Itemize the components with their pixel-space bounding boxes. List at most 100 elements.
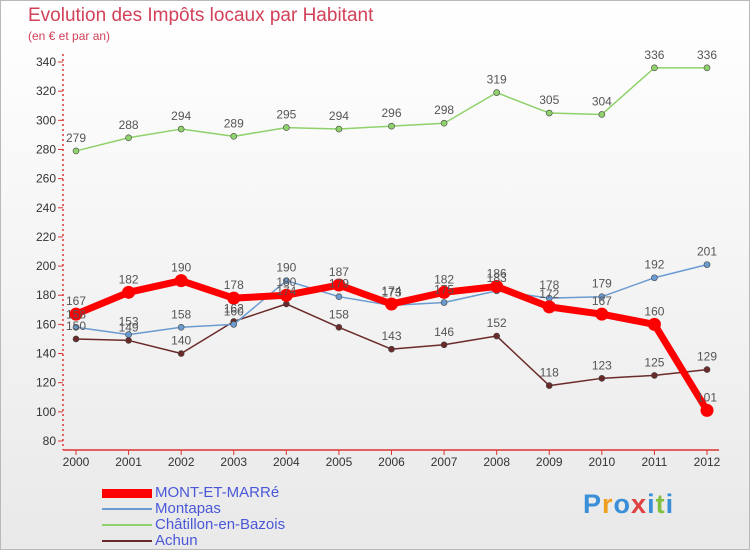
data-label: 158 xyxy=(329,307,349,321)
data-point xyxy=(125,331,132,338)
y-tick-label: 100 xyxy=(36,405,56,419)
data-point xyxy=(69,307,83,321)
data-point xyxy=(703,366,711,373)
data-label: 190 xyxy=(276,261,296,275)
data-label: 167 xyxy=(592,294,612,308)
logo-letter: i xyxy=(665,489,675,519)
data-point xyxy=(440,341,448,349)
data-point xyxy=(651,372,658,379)
data-label: 192 xyxy=(644,258,664,272)
legend-swatch xyxy=(102,485,152,501)
data-label: 158 xyxy=(66,307,86,321)
data-label: 201 xyxy=(697,245,717,259)
data-point xyxy=(388,122,395,130)
data-point xyxy=(651,274,658,282)
proxiti-logo: Proxiti xyxy=(583,489,674,520)
data-point xyxy=(647,317,661,331)
x-tick-label: 2008 xyxy=(483,455,510,469)
data-label: 179 xyxy=(592,277,612,291)
data-point xyxy=(177,323,185,331)
y-tick-label: 140 xyxy=(36,347,56,361)
data-point xyxy=(72,335,80,343)
y-tick-label: 220 xyxy=(36,230,56,244)
data-label: 182 xyxy=(434,272,454,286)
data-label: 294 xyxy=(171,109,191,123)
legend-label: Montapas xyxy=(155,500,221,517)
data-point xyxy=(279,288,293,302)
x-tick-label: 2006 xyxy=(378,455,405,469)
data-point xyxy=(335,293,343,300)
data-point xyxy=(72,147,80,155)
data-point xyxy=(703,261,711,268)
data-point xyxy=(545,382,553,389)
x-tick-label: 2003 xyxy=(220,455,247,469)
data-label: 149 xyxy=(119,320,139,334)
data-point xyxy=(385,297,398,311)
data-point xyxy=(230,321,238,328)
x-tick-label: 2010 xyxy=(588,455,615,469)
x-tick-label: 2001 xyxy=(115,455,142,469)
data-point xyxy=(437,285,451,299)
data-label: 162 xyxy=(224,301,244,315)
data-point xyxy=(177,350,185,357)
data-label: 174 xyxy=(381,284,401,298)
logo-letter: i xyxy=(647,489,656,519)
y-tick-label: 300 xyxy=(36,113,56,127)
data-point xyxy=(700,403,714,417)
y-tick-label: 160 xyxy=(36,317,56,331)
data-point xyxy=(388,345,395,353)
data-point xyxy=(598,293,606,300)
y-tick-label: 340 xyxy=(36,55,56,69)
data-label: 152 xyxy=(487,316,507,330)
y-tick-label: 280 xyxy=(36,142,56,156)
data-label: 298 xyxy=(434,103,454,117)
data-point xyxy=(595,307,609,321)
x-tick-label: 2012 xyxy=(694,455,721,469)
data-label: 101 xyxy=(697,390,717,404)
x-tick-label: 2004 xyxy=(273,455,300,469)
chart-title: Evolution des Impôts locaux par Habitant xyxy=(28,5,374,26)
y-tick-label: 180 xyxy=(36,288,56,302)
x-tick-label: 2011 xyxy=(642,455,668,469)
data-label: 294 xyxy=(329,109,349,123)
data-point xyxy=(335,323,343,331)
data-point xyxy=(651,64,658,72)
data-point xyxy=(545,109,553,117)
data-label: 143 xyxy=(381,329,401,343)
data-point xyxy=(283,277,290,284)
data-label: 190 xyxy=(171,261,191,275)
x-tick-label: 2009 xyxy=(536,455,563,469)
legend-swatch xyxy=(102,501,152,517)
y-tick-label: 80 xyxy=(43,434,57,448)
data-label: 174 xyxy=(276,284,296,298)
data-label: 158 xyxy=(171,307,191,321)
data-point xyxy=(440,299,448,306)
data-label: 288 xyxy=(119,118,139,132)
data-label: 178 xyxy=(539,278,559,292)
data-point xyxy=(598,111,606,118)
data-point xyxy=(598,375,606,382)
data-label: 336 xyxy=(697,48,717,62)
data-label: 160 xyxy=(644,304,664,318)
legend-swatch xyxy=(102,517,152,533)
data-label: 336 xyxy=(644,48,664,62)
data-label: 153 xyxy=(119,315,139,329)
data-label: 186 xyxy=(487,266,507,280)
data-label: 187 xyxy=(329,265,349,279)
y-tick-label: 200 xyxy=(36,259,56,273)
data-point xyxy=(125,337,132,344)
legend-label: MONT-ET-MARRé xyxy=(155,484,280,501)
data-point xyxy=(72,323,80,331)
data-point xyxy=(177,125,185,133)
legend-label: Achun xyxy=(155,532,198,549)
legend-swatch xyxy=(102,533,152,549)
data-label: 123 xyxy=(592,358,612,372)
data-label: 129 xyxy=(697,350,717,364)
data-label: 296 xyxy=(381,106,401,120)
data-point xyxy=(490,279,504,293)
data-label: 295 xyxy=(276,108,296,122)
logo-letter: P xyxy=(583,489,603,519)
data-label: 319 xyxy=(487,73,507,87)
